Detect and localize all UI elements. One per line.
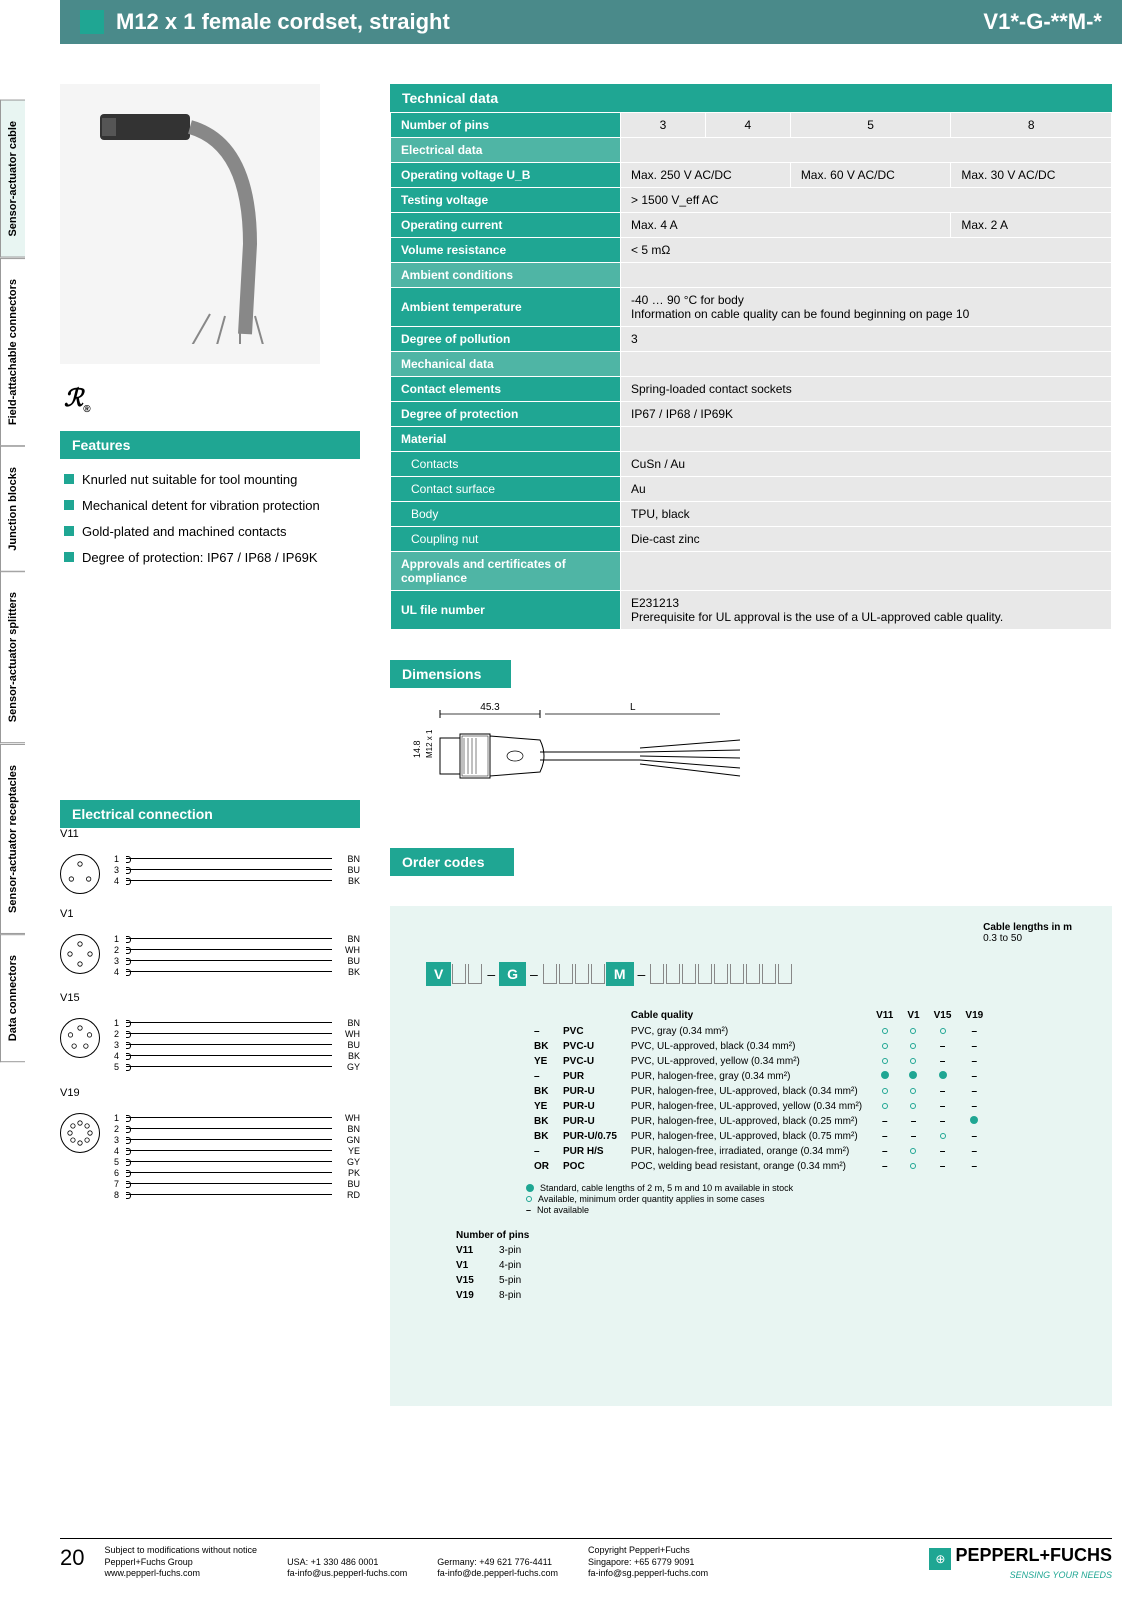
connector-face-icon bbox=[60, 1018, 100, 1058]
quality-row: BKPUR-UPUR, halogen-free, UL-approved, b… bbox=[528, 1085, 989, 1098]
svg-text:M12 x 1: M12 x 1 bbox=[425, 729, 434, 758]
legend-row: Standard, cable lengths of 2 m, 5 m and … bbox=[526, 1183, 1096, 1193]
ul-logo: ℛ® bbox=[64, 384, 360, 415]
product-code: V1*-G-**M-* bbox=[983, 9, 1102, 35]
dimensions-heading: Dimensions bbox=[390, 660, 511, 688]
dimensions-diagram: 45.3 L bbox=[390, 688, 1112, 828]
wire-line: 7BU bbox=[114, 1179, 360, 1189]
svg-text:14.8: 14.8 bbox=[412, 740, 422, 758]
wire-line: 2BN bbox=[114, 1124, 360, 1134]
order-codes-heading: Order codes bbox=[390, 848, 514, 876]
side-nav-tabs: Sensor-actuator cable Field-attachable c… bbox=[0, 100, 50, 1062]
pins-4: 4 bbox=[705, 113, 790, 138]
product-image bbox=[60, 84, 320, 364]
wire-line: 1BN bbox=[114, 854, 360, 864]
pin-row: V155-pin bbox=[448, 1274, 537, 1287]
connector-face-icon bbox=[60, 934, 100, 974]
feature-item: Mechanical detent for vibration protecti… bbox=[64, 493, 356, 519]
wire-line: 4BK bbox=[114, 967, 360, 977]
wire-line: 3BU bbox=[114, 865, 360, 875]
feature-item: Degree of protection: IP67 / IP68 / IP69… bbox=[64, 545, 356, 571]
side-tab-connectors[interactable]: Field-attachable connectors bbox=[0, 258, 25, 446]
conn-group: 1WH2BN3GN4YE5GY6PK7BU8RD bbox=[60, 1113, 360, 1201]
technical-data-table: Number of pins 3 4 5 8 Electrical data O… bbox=[390, 112, 1112, 630]
legend-row: Available, minimum order quantity applie… bbox=[526, 1194, 1096, 1204]
wire-line: 4BK bbox=[114, 876, 360, 886]
side-tab-cable[interactable]: Sensor-actuator cable bbox=[0, 100, 25, 258]
wire-line: 3BU bbox=[114, 1040, 360, 1050]
conn-group-label: V11 bbox=[60, 828, 360, 840]
wire-line: 1BN bbox=[114, 934, 360, 944]
pin-row: V14-pin bbox=[448, 1259, 537, 1272]
conn-group-label: V19 bbox=[60, 1087, 360, 1099]
quality-row: ORPOCPOC, welding bead resistant, orange… bbox=[528, 1160, 989, 1173]
header-accent-square bbox=[80, 10, 104, 34]
pin-count-table: Number of pins V113-pinV14-pinV155-pinV1… bbox=[446, 1227, 539, 1304]
svg-text:45.3: 45.3 bbox=[480, 702, 500, 713]
quality-row: –PVCPVC, gray (0.34 mm²)– bbox=[528, 1025, 989, 1038]
conn-group-label: V1 bbox=[60, 908, 360, 920]
svg-text:L: L bbox=[630, 702, 636, 713]
wire-line: 2WH bbox=[114, 1029, 360, 1039]
cable-quality-table: Cable quality V11 V1 V15 V19 –PVCPVC, gr… bbox=[526, 1006, 991, 1175]
conn-group: 1BN3BU4BK bbox=[60, 854, 360, 894]
legend-row: – Not available bbox=[526, 1205, 1096, 1215]
quality-row: –PUR H/SPUR, halogen-free, irradiated, o… bbox=[528, 1145, 989, 1158]
tech-data-heading: Technical data bbox=[390, 84, 1112, 112]
wire-line: 3GN bbox=[114, 1135, 360, 1145]
quality-row: –PURPUR, halogen-free, gray (0.34 mm²)– bbox=[528, 1070, 989, 1083]
features-heading: Features bbox=[60, 431, 360, 459]
side-tab-splitters[interactable]: Sensor-actuator splitters bbox=[0, 571, 25, 743]
pins-3: 3 bbox=[621, 113, 706, 138]
brand-logo: ⊕PEPPERL+FUCHS SENSING YOUR NEEDS bbox=[929, 1545, 1112, 1580]
page-footer: 20 Subject to modifications without noti… bbox=[60, 1538, 1112, 1580]
quality-row: YEPVC-UPVC, UL-approved, yellow (0.34 mm… bbox=[528, 1055, 989, 1068]
wire-line: 5GY bbox=[114, 1062, 360, 1072]
connector-face-icon bbox=[60, 854, 100, 894]
wire-line: 1BN bbox=[114, 1018, 360, 1028]
side-tab-data[interactable]: Data connectors bbox=[0, 934, 25, 1062]
pins-8: 8 bbox=[951, 113, 1112, 138]
quality-row: BKPUR-UPUR, halogen-free, UL-approved, b… bbox=[528, 1115, 989, 1128]
wire-line: 8RD bbox=[114, 1190, 360, 1200]
features-list: Knurled nut suitable for tool mounting M… bbox=[60, 459, 360, 580]
feature-item: Knurled nut suitable for tool mounting bbox=[64, 467, 356, 493]
order-code-pattern: V – G – M – bbox=[426, 962, 1096, 986]
feature-item: Gold-plated and machined contacts bbox=[64, 519, 356, 545]
quality-row: YEPUR-UPUR, halogen-free, UL-approved, y… bbox=[528, 1100, 989, 1113]
conn-group: 1BN2WH3BU4BK bbox=[60, 934, 360, 978]
wire-line: 1WH bbox=[114, 1113, 360, 1123]
wire-line: 4YE bbox=[114, 1146, 360, 1156]
order-codes-box: Cable lengths in m 0.3 to 50 V – G – M – bbox=[390, 906, 1112, 1406]
conn-group-label: V15 bbox=[60, 992, 360, 1004]
conn-group: 1BN2WH3BU4BK5GY bbox=[60, 1018, 360, 1073]
pin-row: V198-pin bbox=[448, 1289, 537, 1302]
wire-line: 3BU bbox=[114, 956, 360, 966]
quality-row: BKPVC-UPVC, UL-approved, black (0.34 mm²… bbox=[528, 1040, 989, 1053]
side-tab-junction[interactable]: Junction blocks bbox=[0, 446, 25, 572]
wire-line: 2WH bbox=[114, 945, 360, 955]
wire-line: 5GY bbox=[114, 1157, 360, 1167]
quality-row: BKPUR-U/0.75PUR, halogen-free, UL-approv… bbox=[528, 1130, 989, 1143]
page-title: M12 x 1 female cordset, straight bbox=[116, 9, 983, 35]
section-electrical: Electrical data bbox=[391, 138, 621, 163]
availability-legend: Standard, cable lengths of 2 m, 5 m and … bbox=[526, 1183, 1096, 1215]
wire-line: 6PK bbox=[114, 1168, 360, 1178]
pin-row: V113-pin bbox=[448, 1244, 537, 1257]
page-header: M12 x 1 female cordset, straight V1*-G-*… bbox=[60, 0, 1122, 44]
side-tab-receptacles[interactable]: Sensor-actuator receptacles bbox=[0, 744, 25, 934]
connector-face-icon bbox=[60, 1113, 100, 1153]
pins-5: 5 bbox=[790, 113, 951, 138]
wire-line: 4BK bbox=[114, 1051, 360, 1061]
pins-label: Number of pins bbox=[391, 113, 621, 138]
elec-conn-heading: Electrical connection bbox=[60, 800, 360, 828]
page-number: 20 bbox=[60, 1545, 84, 1571]
